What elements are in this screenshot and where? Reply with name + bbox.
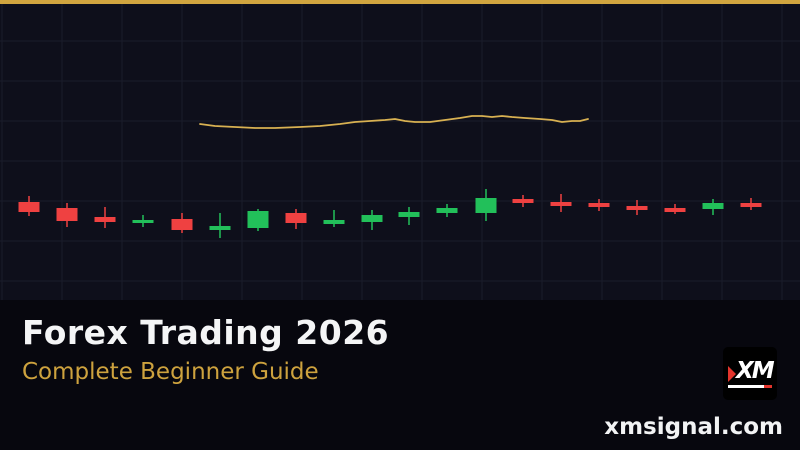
candlestick-chart-canvas: [0, 0, 800, 300]
title-banner: Forex Trading 2026 Complete Beginner Gui…: [0, 300, 800, 450]
xm-logo: XM: [723, 347, 777, 400]
page-subtitle: Complete Beginner Guide: [22, 359, 319, 385]
page-title: Forex Trading 2026: [22, 313, 390, 352]
website-url: xmsignal.com: [604, 413, 783, 440]
top-accent-bar: [0, 0, 800, 4]
xm-logo-triangle-icon: [728, 366, 736, 382]
candlestick-chart: [0, 0, 800, 300]
xm-logo-text: XM: [736, 358, 775, 384]
xm-logo-underline-red-tip: [764, 385, 772, 388]
xm-logo-underline: [728, 385, 764, 388]
